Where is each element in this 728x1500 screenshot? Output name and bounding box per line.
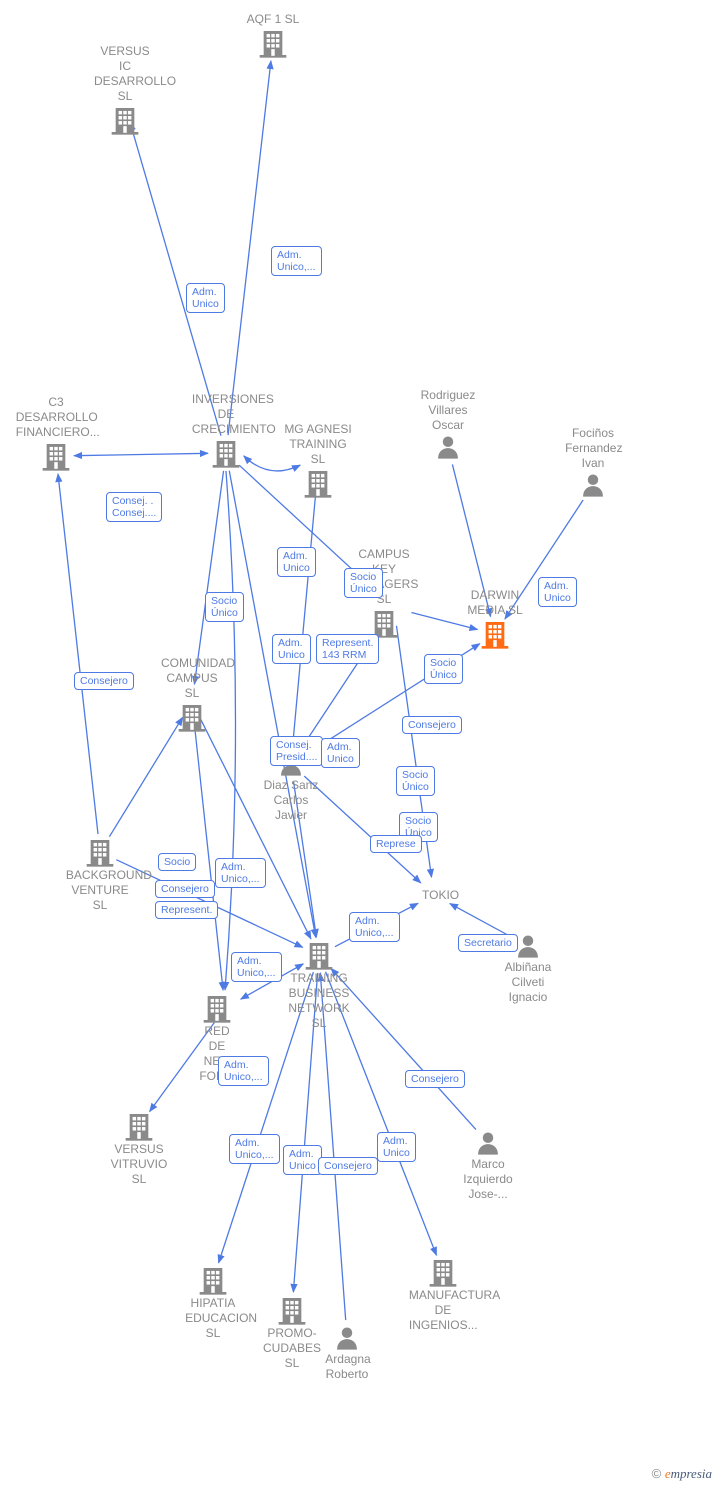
building-icon [210, 437, 242, 469]
edge-comunidad-red_de [194, 720, 223, 990]
node-ardagna[interactable]: Ardagna Roberto [325, 1324, 368, 1382]
edge-inversiones-aqf1 [228, 61, 271, 435]
edge-label-16[interactable]: Represe [370, 835, 422, 853]
edge-label-12[interactable]: Consej. Presid.... [270, 736, 323, 766]
node-versus_ic[interactable]: VERSUS IC DESARROLLO SL [94, 44, 156, 136]
node-label: Diaz Sanz Carlos Javier [263, 778, 319, 823]
node-label: Fociños Fernandez Ivan [565, 426, 621, 471]
edge-label-4[interactable]: Socio Único [344, 568, 383, 598]
node-label: PROMO- CUDABES SL [261, 1326, 323, 1371]
edge-label-2[interactable]: Consej. . Consej.... [106, 492, 162, 522]
building-icon [40, 440, 72, 472]
person-icon [514, 932, 542, 960]
edge-label-11[interactable]: Consejero [402, 716, 462, 734]
building-icon [257, 27, 289, 59]
network-canvas: AQF 1 SL VERSUS IC DESARROLLO SL INVERSI… [0, 0, 728, 1500]
edge-background-comunidad [109, 717, 182, 836]
building-icon [201, 992, 233, 1024]
edge-label-24[interactable]: Adm. Unico,... [218, 1056, 269, 1086]
node-marco[interactable]: Marco Izquierdo Jose-... [460, 1129, 516, 1202]
edge-label-13[interactable]: Adm. Unico [321, 738, 360, 768]
edge-label-28[interactable]: Consejero [318, 1157, 378, 1175]
copyright: © empresia [652, 1466, 712, 1482]
node-focinos[interactable]: Fociños Fernandez Ivan [565, 426, 621, 499]
node-training[interactable]: TRAINING BUSINESS NETWORK SL [285, 939, 353, 1031]
edge-label-9[interactable]: Socio Único [424, 654, 463, 684]
building-icon [302, 467, 334, 499]
edge-label-26[interactable]: Adm. Unico,... [229, 1134, 280, 1164]
node-promo[interactable]: PROMO- CUDABES SL [261, 1294, 323, 1371]
building-icon [109, 104, 141, 136]
edge-label-23[interactable]: Adm. Unico,... [231, 952, 282, 982]
person-icon [434, 433, 462, 461]
building-icon [427, 1256, 459, 1288]
building-icon [176, 701, 208, 733]
edge-label-20[interactable]: Represent. [155, 901, 218, 919]
edge-background-c3 [58, 474, 98, 834]
edge-label-1[interactable]: Adm. Unico,... [271, 246, 322, 276]
node-label: Albiñana Cilveti Ignacio [503, 960, 553, 1005]
edge-label-3[interactable]: Adm. Unico [277, 547, 316, 577]
person-icon [579, 471, 607, 499]
edge-inversiones-versus_ic [130, 122, 221, 435]
node-label: C3 DESARROLLO FINANCIERO... [16, 395, 97, 440]
node-comunidad[interactable]: COMUNIDAD CAMPUS SL [161, 656, 223, 733]
edge-label-10[interactable]: Consejero [74, 672, 134, 690]
node-mg_agnesi[interactable]: MG AGNESI TRAINING SL [281, 422, 355, 499]
building-icon [479, 618, 511, 650]
person-icon [333, 1324, 361, 1352]
node-label: DARWIN MEDIA SL [467, 588, 523, 618]
node-background[interactable]: BACKGROUND VENTURE SL [66, 836, 134, 913]
node-aqf1[interactable]: AQF 1 SL [245, 12, 301, 59]
edge-label-21[interactable]: Adm. Unico,... [349, 912, 400, 942]
node-darwin[interactable]: DARWIN MEDIA SL [467, 588, 523, 650]
edge-label-25[interactable]: Consejero [405, 1070, 465, 1088]
building-icon [276, 1294, 308, 1326]
edge-label-14[interactable]: Socio Único [396, 766, 435, 796]
edge-label-17[interactable]: Socio [158, 853, 196, 871]
node-label: TRAINING BUSINESS NETWORK SL [285, 971, 353, 1031]
node-label: COMUNIDAD CAMPUS SL [161, 656, 223, 701]
node-manufactura[interactable]: MANUFACTURA DE INGENIOS... [409, 1256, 477, 1333]
node-label: HIPATIA EDUCACION SL [185, 1296, 241, 1341]
edge-label-8[interactable]: Represent. 143 RRM [316, 634, 379, 664]
edge-inversiones-red_de [225, 471, 235, 990]
node-rodriguez[interactable]: Rodriguez Villares Oscar [420, 388, 476, 461]
node-label: VERSUS IC DESARROLLO SL [94, 44, 156, 104]
edge-label-19[interactable]: Consejero [155, 880, 215, 898]
node-label: Rodriguez Villares Oscar [420, 388, 476, 433]
edge-label-22[interactable]: Secretario [458, 934, 518, 952]
building-icon [123, 1110, 155, 1142]
edge-label-29[interactable]: Adm. Unico [377, 1132, 416, 1162]
node-label: BACKGROUND VENTURE SL [66, 868, 134, 913]
node-inversiones[interactable]: INVERSIONES DE CRECIMIENTO [192, 392, 260, 469]
edge-inversiones-comunidad [194, 471, 223, 684]
edge-label-6[interactable]: Adm. Unico [538, 577, 577, 607]
node-label: AQF 1 SL [245, 12, 301, 27]
node-hipatia[interactable]: HIPATIA EDUCACION SL [185, 1264, 241, 1341]
building-icon [303, 939, 335, 971]
node-label: MG AGNESI TRAINING SL [281, 422, 355, 467]
node-c3[interactable]: C3 DESARROLLO FINANCIERO... [16, 395, 97, 472]
edge-label-18[interactable]: Adm. Unico,... [215, 858, 266, 888]
edge-label-0[interactable]: Adm. Unico [186, 283, 225, 313]
node-versus_vitruvio[interactable]: VERSUS VITRUVIO SL [102, 1110, 176, 1187]
node-label: INVERSIONES DE CRECIMIENTO [192, 392, 260, 437]
node-label: Marco Izquierdo Jose-... [460, 1157, 516, 1202]
node-label: Ardagna Roberto [325, 1352, 368, 1382]
node-label: TOKIO [422, 888, 459, 903]
person-icon [474, 1129, 502, 1157]
node-label: MANUFACTURA DE INGENIOS... [409, 1288, 477, 1333]
edge-label-7[interactable]: Adm. Unico [272, 634, 311, 664]
edge-label-27[interactable]: Adm. Unico [283, 1145, 322, 1175]
node-label: VERSUS VITRUVIO SL [102, 1142, 176, 1187]
building-icon [84, 836, 116, 868]
node-tokio[interactable]: TOKIO [418, 879, 450, 911]
edge-diaz-mg_agnesi [293, 486, 317, 746]
building-icon [197, 1264, 229, 1296]
edges-layer [0, 0, 728, 1500]
edge-label-5[interactable]: Socio Único [205, 592, 244, 622]
